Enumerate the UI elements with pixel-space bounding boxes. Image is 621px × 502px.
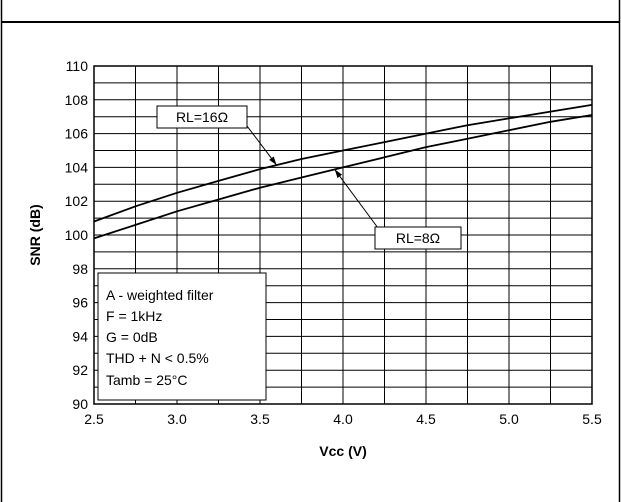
x-tick-label: 4.5 (416, 411, 436, 427)
conditions-box: A - weighted filter F = 1kHz G = 0dB THD… (97, 272, 267, 401)
annotation-label: RL=16Ω (176, 109, 228, 125)
annotation-label-box (374, 226, 462, 250)
annotation-label: RL=8Ω (396, 230, 440, 246)
curve-rl-16-ohm (93, 104, 593, 223)
curves (93, 104, 593, 240)
y-tick-label: 96 (72, 295, 88, 311)
condition-thd: THD + N < 0.5% (106, 350, 209, 366)
x-axis-label: Vcc (V) (319, 443, 366, 459)
x-tick-label: 3.5 (250, 411, 270, 427)
x-tick-label: 4.0 (333, 411, 353, 427)
annotation-arrowhead (269, 156, 277, 166)
x-tick-labels: 2.5 3.0 3.5 4.0 4.5 5.0 5.5 (84, 411, 602, 427)
x-tick-label: 2.5 (84, 411, 104, 427)
condition-gain: G = 0dB (106, 329, 158, 345)
y-tick-label: 106 (65, 126, 89, 142)
y-tick-label: 98 (72, 261, 88, 277)
conditions-box-frame (97, 272, 267, 401)
y-tick-label: 108 (65, 92, 89, 108)
annotation-label-box (156, 105, 248, 129)
x-tick-label: 5.0 (499, 411, 519, 427)
annotation-arrowhead (334, 169, 343, 178)
y-tick-label: 90 (72, 396, 88, 412)
y-tick-label: 100 (65, 227, 89, 243)
condition-temperature: Tamb = 25°C (106, 372, 187, 388)
annotation-rl-8-ohm: RL=8Ω (334, 169, 462, 250)
condition-frequency: F = 1kHz (106, 308, 162, 324)
snr-vs-vcc-chart: 2.5 3.0 3.5 4.0 4.5 5.0 5.5 90 92 94 96 98 100 102 10… (27, 58, 602, 459)
curve-annotations: RL=16Ω RL=8Ω (156, 105, 462, 250)
annotation-arrow-line (334, 169, 379, 229)
curve-rl-8-ohm (93, 114, 593, 240)
x-tick-label: 3.0 (167, 411, 187, 427)
y-tick-label: 104 (65, 159, 89, 175)
y-axis-label: SNR (dB) (27, 204, 43, 265)
y-tick-label: 102 (65, 193, 89, 209)
annotation-rl-16-ohm: RL=16Ω (156, 105, 277, 166)
plot-area-border (93, 65, 593, 405)
condition-filter: A - weighted filter (106, 287, 214, 303)
y-tick-label: 92 (72, 362, 88, 378)
y-tick-labels: 90 92 94 96 98 100 102 104 106 108 110 (65, 58, 89, 412)
y-tick-label: 110 (66, 58, 89, 74)
x-tick-label: 5.5 (582, 411, 602, 427)
y-tick-label: 94 (72, 328, 88, 344)
